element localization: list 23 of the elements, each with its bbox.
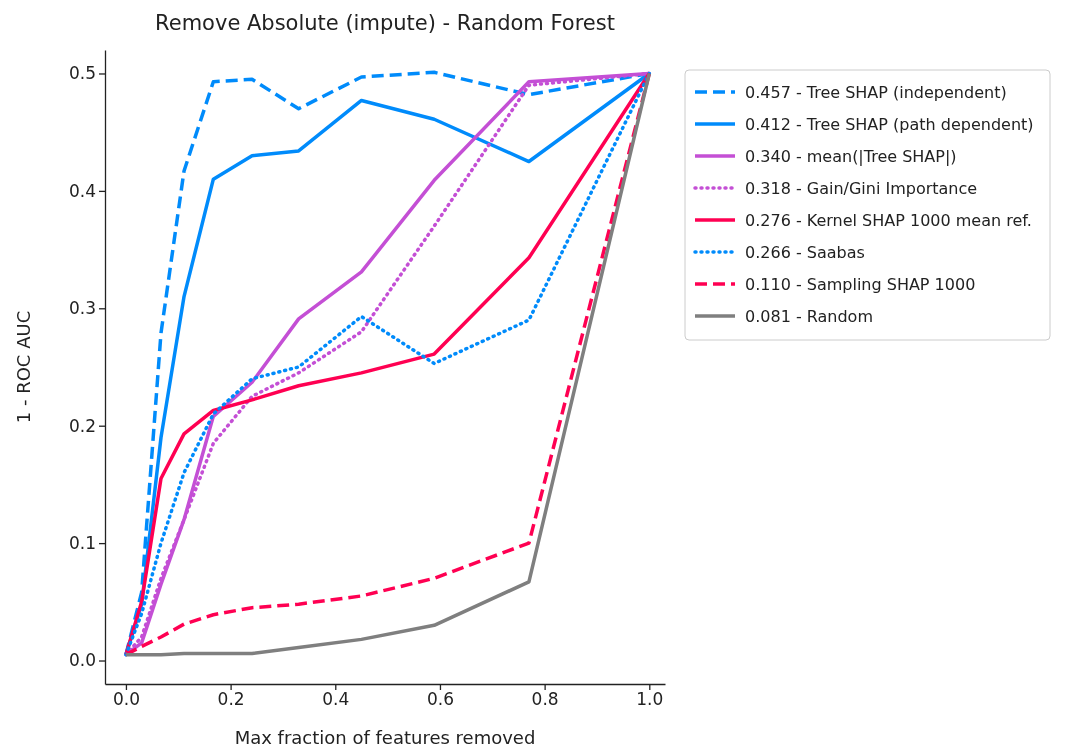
legend-label: 0.340 - mean(|Tree SHAP|) bbox=[745, 147, 957, 166]
x-tick-label: 0.0 bbox=[112, 689, 140, 710]
x-tick-label: 0.6 bbox=[426, 689, 454, 710]
y-tick-label: 0.0 bbox=[68, 650, 96, 671]
legend-label: 0.081 - Random bbox=[745, 307, 873, 326]
x-axis-title: Max fraction of features removed bbox=[234, 727, 536, 748]
legend-label: 0.110 - Sampling SHAP 1000 bbox=[745, 275, 976, 294]
y-axis-title: 1 - ROC AUC bbox=[13, 310, 34, 424]
x-tick-label: 0.8 bbox=[531, 689, 559, 710]
legend-label: 0.318 - Gain/Gini Importance bbox=[745, 179, 978, 198]
y-tick-label: 0.5 bbox=[68, 63, 96, 84]
y-tick-label: 0.2 bbox=[68, 415, 96, 436]
chart-title: Remove Absolute (impute) - Random Forest bbox=[155, 11, 615, 35]
legend-label: 0.276 - Kernel SHAP 1000 mean ref. bbox=[745, 211, 1032, 230]
x-tick-label: 0.2 bbox=[217, 689, 245, 710]
x-tick-label: 0.4 bbox=[322, 689, 350, 710]
y-tick-label: 0.1 bbox=[68, 533, 96, 554]
legend-label: 0.266 - Saabas bbox=[745, 243, 865, 262]
x-tick-label: 1.0 bbox=[636, 689, 664, 710]
legend-label: 0.457 - Tree SHAP (independent) bbox=[745, 83, 1007, 102]
y-tick-label: 0.4 bbox=[68, 180, 96, 201]
legend-label: 0.412 - Tree SHAP (path dependent) bbox=[745, 115, 1034, 134]
y-tick-label: 0.3 bbox=[68, 298, 96, 319]
